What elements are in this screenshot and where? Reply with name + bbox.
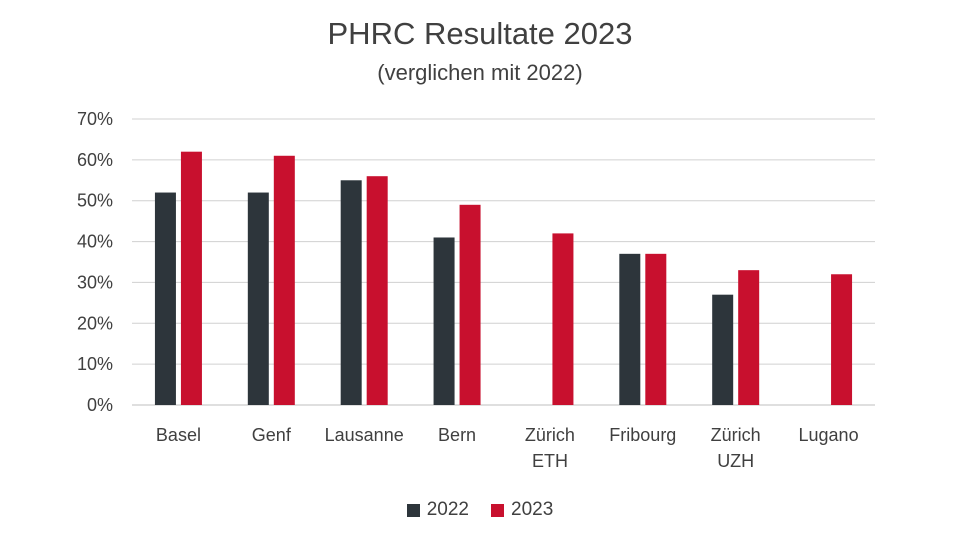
bar-2022 [340, 180, 362, 405]
x-category-label: Genf [252, 425, 292, 445]
bar-2022 [247, 192, 269, 405]
legend-swatch-2023 [491, 503, 504, 517]
bar-2022 [712, 294, 734, 405]
y-tick-label: 10% [77, 354, 113, 374]
y-tick-label: 60% [77, 150, 113, 170]
bar-2023 [366, 176, 388, 405]
x-category-label: Zürich ETH [525, 425, 575, 471]
bar-2023 [180, 151, 202, 405]
bar-2023 [273, 155, 295, 405]
y-tick-label: 70% [77, 109, 113, 129]
y-tick-label: 20% [77, 313, 113, 333]
legend-label-2023: 2023 [511, 499, 554, 520]
legend-item-2022: 2022 [406, 499, 469, 521]
bar-2023 [459, 204, 481, 405]
x-category-label: Fribourg [609, 425, 676, 445]
bar-2022 [154, 192, 176, 405]
y-tick-label: 50% [77, 191, 113, 211]
bar-2023 [645, 253, 667, 405]
legend-label-2022: 2022 [426, 499, 469, 520]
x-category-label: Lausanne [325, 425, 404, 445]
y-tick-label: 30% [77, 272, 113, 292]
bar-2023 [831, 274, 853, 405]
chart-title: PHRC Resultate 2023 [327, 16, 633, 51]
y-tick-label: 0% [87, 395, 113, 415]
chart-subtitle: (verglichen mit 2022) [377, 60, 583, 85]
legend-item-2023: 2023 [491, 499, 553, 521]
x-category-label: Bern [438, 425, 476, 445]
legend: 2022 2023 [0, 499, 960, 521]
bar-2023 [738, 270, 760, 405]
bar-2022 [619, 253, 641, 405]
x-category-label: Zürich UZH [711, 425, 761, 471]
bar-2023 [552, 233, 574, 405]
x-category-label: Lugano [799, 425, 859, 445]
y-tick-label: 40% [77, 232, 113, 252]
x-category-label: Basel [156, 425, 201, 445]
bar-2022 [433, 237, 455, 405]
legend-swatch-2022 [406, 503, 420, 517]
